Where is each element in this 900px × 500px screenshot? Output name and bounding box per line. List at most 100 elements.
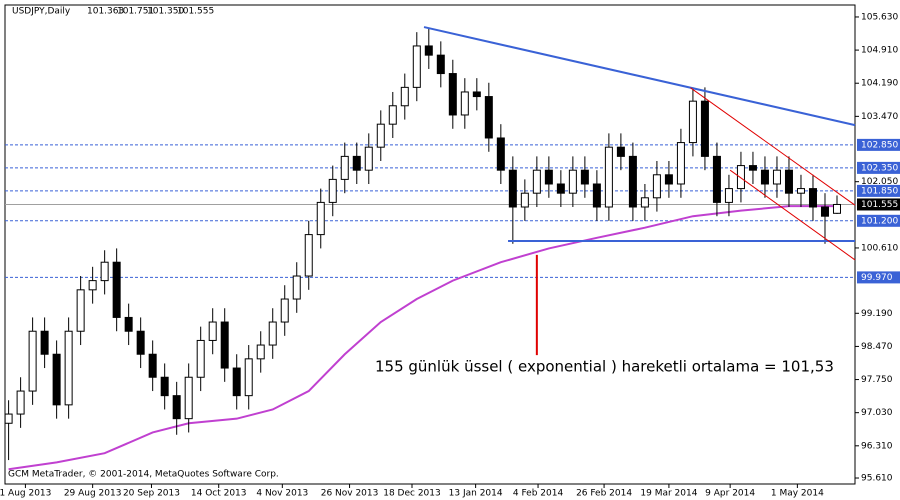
x-tick-label: 4 Feb 2014 <box>513 489 564 499</box>
header-open: 101.363 <box>87 7 124 17</box>
candle-body <box>532 169 541 194</box>
candle-body <box>508 169 517 208</box>
candle-body <box>544 169 553 185</box>
candle-body <box>616 146 625 157</box>
candle-body <box>472 91 481 98</box>
y-tick-label: 98.470 <box>861 342 893 352</box>
candle-body <box>808 188 817 208</box>
candle-body <box>436 54 445 75</box>
trend-line <box>690 87 856 206</box>
candle-body <box>592 183 601 208</box>
candle-body <box>160 376 169 397</box>
candle-body <box>40 330 49 355</box>
x-tick-label: 14 Oct 2013 <box>191 489 247 499</box>
candle-body <box>184 376 193 420</box>
candle-body <box>460 91 469 116</box>
candle-body <box>196 339 205 378</box>
candle-body <box>424 45 433 56</box>
x-tick-label: 4 Nov 2013 <box>256 489 308 499</box>
candle-body <box>304 234 313 277</box>
candle-body <box>208 321 217 341</box>
candle-body <box>220 321 229 369</box>
candle-body <box>712 155 721 203</box>
candle-body <box>124 316 133 332</box>
candle-body <box>640 197 649 208</box>
level-label: 102.850 <box>861 140 898 150</box>
y-tick-label: 95.610 <box>861 474 893 484</box>
candle-body <box>604 146 613 208</box>
candle-body <box>16 390 25 415</box>
level-label: 101.555 <box>861 200 898 210</box>
y-tick-label: 97.750 <box>861 375 893 385</box>
candle-body <box>100 261 109 282</box>
y-tick-label: 100.610 <box>861 243 898 253</box>
header-high: 101.751 <box>117 7 154 17</box>
candle-body <box>412 45 421 88</box>
candle-body <box>496 137 505 171</box>
candle-body <box>688 100 697 144</box>
x-tick-label: 1 May 2014 <box>771 489 824 499</box>
y-tick-label: 99.190 <box>861 309 893 319</box>
y-tick-label: 97.030 <box>861 408 893 418</box>
candle-body <box>556 183 565 194</box>
candle-body <box>628 155 637 208</box>
level-label-box <box>857 198 900 211</box>
candle-body <box>724 188 733 203</box>
x-tick-label: 19 Mar 2014 <box>640 489 697 499</box>
candle-body <box>112 261 121 318</box>
candle-body <box>820 206 829 217</box>
candle-body <box>364 146 373 171</box>
candle-body <box>784 169 793 194</box>
plot-frame <box>4 4 856 485</box>
candle-body <box>76 289 85 332</box>
x-tick-label: 20 Sep 2013 <box>123 489 180 499</box>
candle-body <box>760 169 769 185</box>
x-tick-label: 26 Feb 2014 <box>576 489 632 499</box>
candle-body <box>148 353 157 378</box>
candle-body <box>700 100 709 157</box>
header-close: 101.555 <box>177 7 214 17</box>
annotation-text: 155 günlük üssel ( exponential ) hareket… <box>375 358 834 376</box>
candle-body <box>232 367 241 397</box>
ema-line <box>8 205 837 471</box>
y-tick-label: 96.310 <box>861 441 893 451</box>
level-label: 101.850 <box>861 186 898 196</box>
candle-body <box>4 413 13 424</box>
candle-body <box>520 192 529 208</box>
candle-body <box>736 165 745 190</box>
candle-body <box>280 298 289 323</box>
x-tick-label: 9 Apr 2014 <box>705 489 755 499</box>
y-tick-label: 102.050 <box>861 177 898 187</box>
trend-line <box>423 26 856 127</box>
level-label-box <box>857 214 900 227</box>
level-label-box <box>857 138 900 151</box>
candle-body <box>172 395 181 420</box>
level-label-box <box>857 184 900 197</box>
candle-body <box>28 330 37 392</box>
candle-body <box>244 358 253 397</box>
level-label: 99.970 <box>861 273 893 283</box>
candle-body <box>832 203 841 214</box>
candle-body <box>316 201 325 236</box>
candle-body <box>448 73 457 116</box>
candle-body <box>64 330 73 406</box>
candle-body <box>88 280 97 291</box>
candle-body <box>676 142 685 185</box>
level-label: 101.200 <box>861 216 898 226</box>
candle-body <box>352 155 361 171</box>
candle-body <box>256 344 265 360</box>
candle-body <box>376 123 385 148</box>
candle-body <box>652 174 661 199</box>
x-tick-label: 29 Aug 2013 <box>64 489 122 499</box>
candle-body <box>568 169 577 194</box>
candle-body <box>136 330 145 355</box>
candle-body <box>328 178 337 203</box>
chart-title: USDJPY,Daily <box>12 7 71 17</box>
y-tick-label: 103.470 <box>861 112 898 122</box>
candle-body <box>484 96 493 139</box>
x-tick-label: 1 Aug 2013 <box>0 489 51 499</box>
y-tick-label: 105.630 <box>861 12 898 22</box>
candle-body <box>796 188 805 194</box>
header-low: 101.350 <box>147 7 184 17</box>
